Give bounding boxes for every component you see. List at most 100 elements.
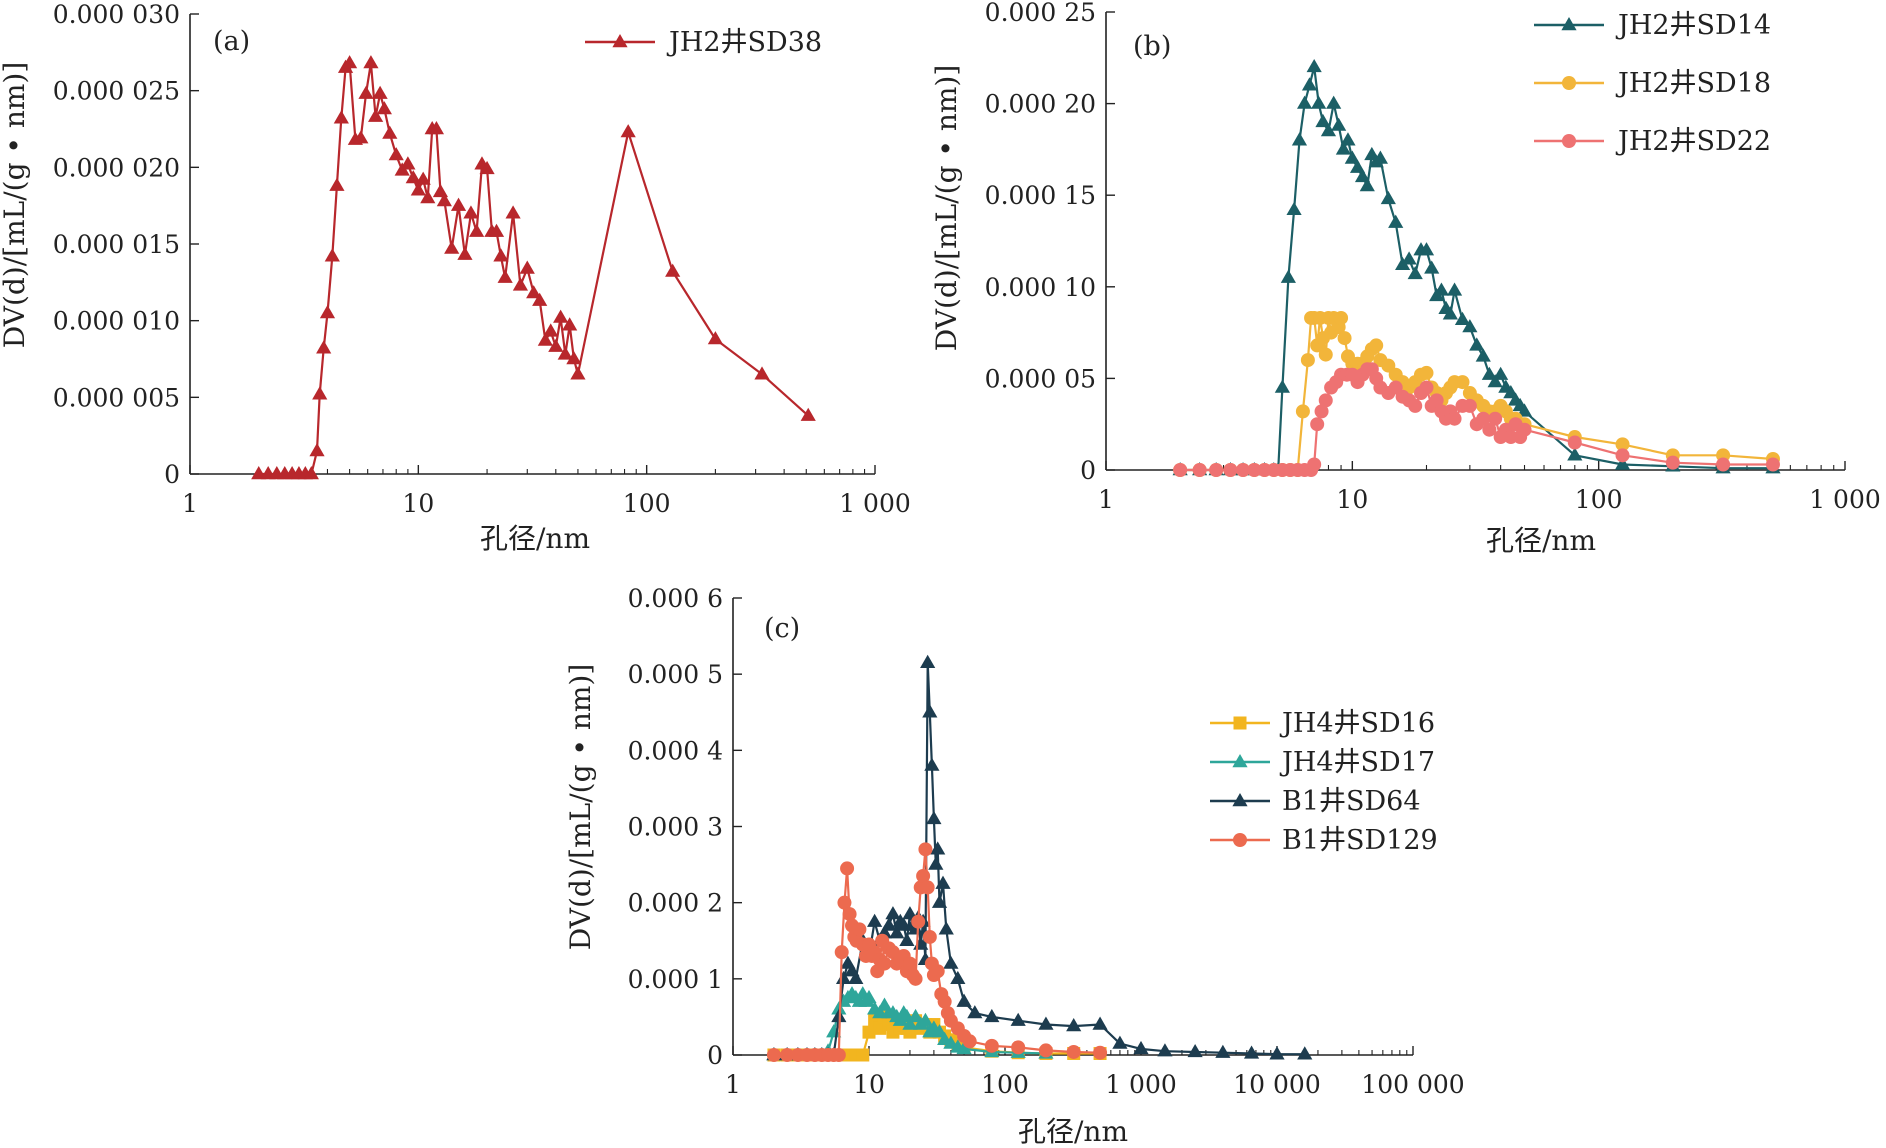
panel-b-series-1-point	[1280, 269, 1296, 283]
panel-a-series-1-point	[493, 248, 509, 262]
panel-c-legend-marker-4	[1233, 833, 1247, 847]
panel-c-x-tick-label: 100	[981, 1070, 1029, 1099]
panel-c-series-3-point	[943, 955, 959, 969]
panel-c-series-3-point	[926, 810, 942, 825]
panel-a-series-1-point	[388, 147, 404, 161]
panel-c-series-2-point	[917, 1012, 934, 1026]
panel-b-series-3-point	[1192, 463, 1207, 477]
panel-c-x-tick-label: 1	[725, 1070, 741, 1099]
panel-c-series-4-point	[916, 869, 931, 884]
panel-c-y-tick-label: 0.000 5	[628, 660, 723, 689]
panel-b-series-2-point	[1300, 353, 1315, 368]
panel-b-series-3	[1173, 362, 1780, 477]
panel-b-legend-marker-1	[1561, 17, 1577, 31]
panel-a-series-1-point	[358, 85, 374, 99]
panel-a-series-1-point	[444, 240, 460, 254]
panel-b-series-1-point	[1418, 242, 1435, 256]
panel-b-series-2-point	[1295, 404, 1310, 419]
panel-a-series-1-point	[557, 346, 573, 360]
panel-c-series-3-point	[848, 970, 864, 985]
panel-a-series-1-point	[382, 125, 398, 139]
panel-c-label: (c)	[764, 613, 800, 644]
panel-b-y-tick-label: 0.000 05	[985, 364, 1096, 393]
panel-a-series-1-point	[463, 205, 479, 219]
panel-a-series-1-point	[543, 323, 559, 337]
panel-b-series-1-point	[1306, 58, 1322, 73]
panel-a-series-1-point	[505, 205, 521, 219]
panel-b-series-1-point	[1401, 251, 1417, 265]
panel-b-series-1-point	[1407, 265, 1423, 280]
panel-c-series-4-point	[1011, 1040, 1026, 1055]
panel-c-series-4-point	[840, 861, 855, 876]
panel-c-series-4-point	[902, 956, 917, 971]
panel-a-series-1-point	[488, 223, 505, 237]
panel-b-series-3-point	[1517, 422, 1532, 437]
panel-c-series-3-point	[1112, 1035, 1128, 1049]
panel-a-x-tick-label: 10	[402, 489, 434, 518]
panel-c-series-4-point	[920, 880, 935, 895]
panel-c-series-3-point	[1038, 1016, 1054, 1030]
panel-a-series-1-point	[665, 263, 681, 277]
panel-a-series-1-point	[532, 292, 548, 306]
panel-c-xlabel: 孔径/nm	[1018, 1115, 1128, 1148]
panel-b-series-2-point	[1334, 310, 1349, 325]
panel-a-series-1-point	[428, 121, 445, 135]
panel-c-legend-label-1: JH4井SD16	[1279, 708, 1435, 739]
panel-b-legend-label-3: JH2井SD22	[1615, 126, 1771, 157]
panel-a-series-1-point	[303, 466, 319, 480]
panel-a-series-1-point	[316, 340, 332, 354]
panel-b-series-3-point	[1209, 463, 1224, 477]
panel-a-series-1-point	[457, 246, 473, 260]
panel-a-series-1-point	[469, 223, 485, 237]
panel-a-y-tick-label: 0	[164, 460, 180, 489]
panel-a-y-tick-label: 0.000 015	[53, 230, 180, 259]
panel-c-series-3-point	[867, 913, 883, 927]
panel-a-series-1-point	[436, 193, 452, 207]
panel-a-series-1-point	[368, 108, 384, 122]
panel-b-series-3-point	[1419, 380, 1434, 395]
panel-c-series-3-point	[1215, 1044, 1231, 1058]
panel-c-series-4-point	[984, 1038, 999, 1053]
panel-c-series-3-point	[938, 921, 954, 935]
panel-a-y-tick-label: 0.000 010	[53, 307, 180, 336]
panel-c-series-2-point	[931, 1024, 948, 1038]
panel-c-series-3-point	[835, 970, 852, 985]
panel-a-series-1-point	[553, 309, 569, 323]
panel-b-y-tick-label: 0.000 15	[985, 181, 1096, 210]
panel-a-legend: JH2井SD38	[585, 27, 822, 58]
panel-b-series-3-point	[1429, 393, 1444, 408]
panel-c-y-tick-label: 0.000 6	[628, 584, 723, 613]
panel-c-series-3-point	[885, 906, 901, 920]
panel-c-series-4-point	[918, 842, 933, 857]
panel-c-x-tick-label: 1 000	[1105, 1070, 1177, 1099]
panel-c-series-3-point	[950, 970, 966, 985]
panel-b-legend-label-1: JH2井SD14	[1615, 10, 1771, 41]
panel-c-y-tick-label: 0.000 1	[628, 965, 723, 994]
panel-b-series-3-point	[1665, 455, 1680, 470]
panel-c-series-3-point	[1157, 1043, 1173, 1057]
panel-a-series-1-point	[420, 190, 436, 204]
panel-a-series-1	[251, 55, 816, 480]
panel-a-y-tick-label: 0.000 005	[53, 383, 180, 412]
panel-b-series-1-point	[1424, 260, 1440, 274]
panel-c-series-3-point	[922, 704, 938, 718]
panel-c-series-3-point	[967, 1005, 983, 1019]
panel-a-series-1-point	[415, 171, 431, 185]
panel-c-series-2-point	[892, 1012, 908, 1026]
panel-c-ylabel: DV(d)/[mL/(g • nm)]	[564, 664, 597, 950]
panel-b-series-3-point	[1307, 457, 1322, 472]
panel-c-series-3-point	[881, 917, 897, 931]
panel-a-series-1-point	[497, 269, 513, 283]
panel-c-series-2-point	[902, 1016, 918, 1030]
panel-a-series-1-point	[372, 85, 388, 99]
panel-c-series-3-point	[920, 654, 936, 668]
panel-c-series-4-point	[837, 895, 852, 910]
panel-a-series-1-point	[537, 332, 553, 346]
panel-a-series-1-point	[566, 351, 582, 365]
panel-b-label: (b)	[1133, 31, 1171, 62]
panel-a-series-1-point	[329, 177, 345, 191]
panel-c-y-tick-label: 0.000 2	[628, 889, 723, 918]
panel-c-series-3-point	[1243, 1045, 1260, 1059]
panel-c-series-4-point	[930, 964, 945, 979]
panel-a-series-1-point	[548, 338, 564, 352]
